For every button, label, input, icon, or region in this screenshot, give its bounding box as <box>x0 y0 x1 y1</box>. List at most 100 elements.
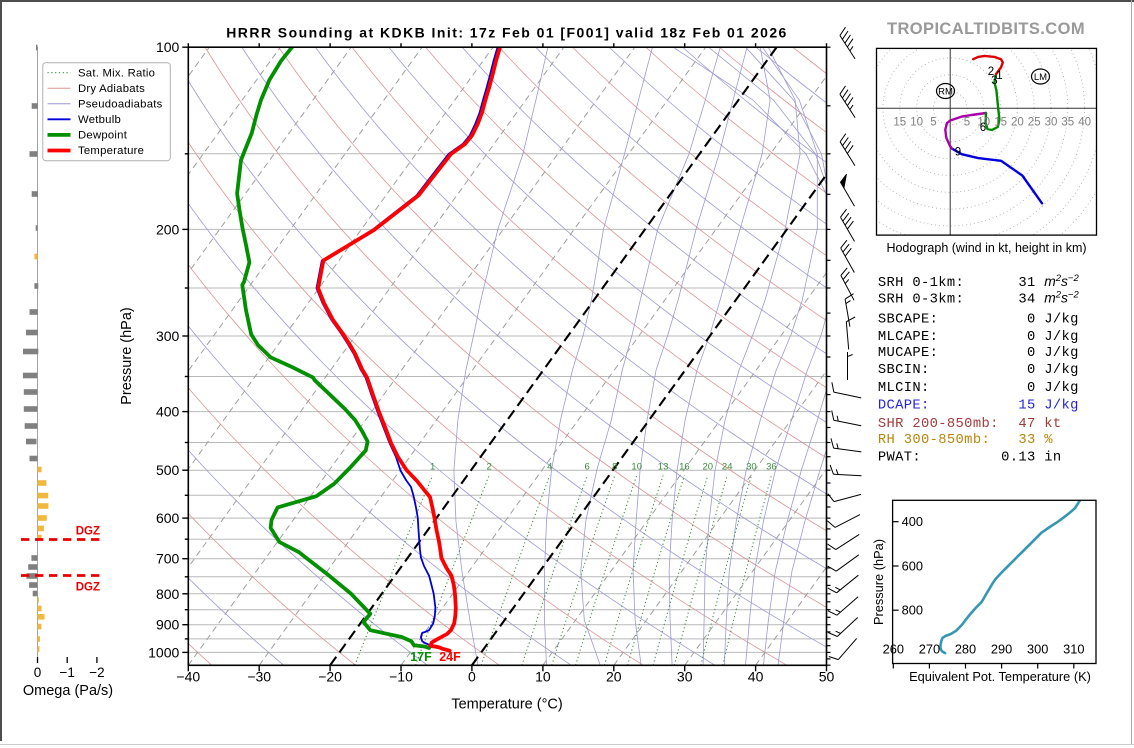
svg-text:PWAT:: PWAT: <box>878 451 921 466</box>
svg-text:260: 260 <box>883 642 904 657</box>
svg-text:−2: −2 <box>89 665 104 680</box>
svg-text:9: 9 <box>955 147 961 159</box>
svg-text:0: 0 <box>468 669 476 685</box>
svg-text:200: 200 <box>156 221 180 237</box>
svg-text:4: 4 <box>547 461 552 472</box>
svg-text:Pressure (hPa): Pressure (hPa) <box>119 307 135 405</box>
svg-text:DCAPE:: DCAPE: <box>878 399 930 414</box>
svg-text:10: 10 <box>631 461 642 472</box>
svg-text:15: 15 <box>994 117 1007 129</box>
svg-text:Pressure (hPa): Pressure (hPa) <box>871 539 886 625</box>
svg-text:6: 6 <box>585 461 590 472</box>
svg-text:0: 0 <box>1027 363 1036 378</box>
svg-text:600: 600 <box>156 510 180 526</box>
svg-text:Omega (Pa/s): Omega (Pa/s) <box>23 683 113 699</box>
svg-text:LM: LM <box>1034 72 1047 83</box>
svg-text:35: 35 <box>1061 117 1074 129</box>
svg-text:290: 290 <box>991 642 1012 657</box>
svg-text:−20: −20 <box>318 669 342 685</box>
svg-text:Temperature (°C): Temperature (°C) <box>451 697 562 713</box>
svg-text:47: 47 <box>1018 417 1035 432</box>
svg-text:Temperature: Temperature <box>78 145 144 157</box>
svg-text:J/kg: J/kg <box>1044 345 1079 361</box>
svg-text:J/kg: J/kg <box>1044 380 1079 396</box>
svg-text:1: 1 <box>996 70 1002 82</box>
svg-text:J/kg: J/kg <box>1044 362 1079 378</box>
svg-text:400: 400 <box>902 514 923 529</box>
svg-text:600: 600 <box>902 559 923 574</box>
svg-text:Equivalent Pot. Temperature (K: Equivalent Pot. Temperature (K) <box>909 669 1091 684</box>
svg-text:−10: −10 <box>389 669 413 685</box>
svg-text:MLCAPE:: MLCAPE: <box>878 330 938 345</box>
svg-text:15: 15 <box>1018 399 1035 414</box>
svg-text:500: 500 <box>156 462 180 478</box>
svg-text:%: % <box>1044 433 1053 448</box>
svg-text:0: 0 <box>1027 330 1036 345</box>
svg-text:280: 280 <box>955 642 976 657</box>
svg-text:RH 300-850mb:: RH 300-850mb: <box>878 432 990 448</box>
svg-text:30: 30 <box>677 669 693 685</box>
svg-text:10: 10 <box>910 117 923 129</box>
svg-text:10: 10 <box>535 669 551 685</box>
svg-text:Dewpoint: Dewpoint <box>78 130 128 142</box>
svg-text:SHR 200-850mb:: SHR 200-850mb: <box>878 416 999 432</box>
svg-text:20: 20 <box>703 461 714 472</box>
svg-text:8: 8 <box>612 461 617 472</box>
svg-text:700: 700 <box>156 551 180 567</box>
svg-text:20: 20 <box>606 669 622 685</box>
svg-text:in: in <box>1044 450 1061 466</box>
svg-text:20: 20 <box>1011 117 1024 129</box>
svg-text:MUCAPE:: MUCAPE: <box>878 346 938 361</box>
svg-text:DGZ: DGZ <box>76 526 100 538</box>
svg-text:40: 40 <box>748 669 764 685</box>
svg-text:−40: −40 <box>176 669 200 685</box>
svg-text:100: 100 <box>156 39 180 55</box>
svg-text:30: 30 <box>1045 117 1058 129</box>
svg-text:J/kg: J/kg <box>1044 311 1079 327</box>
svg-text:34: 34 <box>1018 293 1035 308</box>
svg-text:10: 10 <box>977 117 990 129</box>
svg-text:3: 3 <box>991 75 997 87</box>
svg-text:kt: kt <box>1044 416 1061 432</box>
svg-text:SBCIN:: SBCIN: <box>878 363 930 378</box>
svg-text:36: 36 <box>766 461 777 472</box>
svg-text:900: 900 <box>156 617 180 633</box>
svg-text:RM: RM <box>938 87 953 98</box>
svg-text:25: 25 <box>1028 117 1041 129</box>
svg-text:−30: −30 <box>247 669 271 685</box>
svg-text:17F: 17F <box>410 650 432 664</box>
svg-text:SRH 0-1km:: SRH 0-1km: <box>878 275 964 291</box>
svg-text:DGZ: DGZ <box>76 582 100 594</box>
svg-text:J/kg: J/kg <box>1044 329 1079 345</box>
svg-text:1000: 1000 <box>148 644 179 660</box>
svg-text:TROPICALTIDBITS.COM: TROPICALTIDBITS.COM <box>887 20 1085 38</box>
svg-text:0: 0 <box>34 665 42 680</box>
svg-text:0: 0 <box>1027 381 1036 396</box>
svg-text:13: 13 <box>658 461 669 472</box>
svg-text:40: 40 <box>1078 117 1091 129</box>
svg-text:SBCAPE:: SBCAPE: <box>878 312 938 327</box>
svg-text:HRRR Sounding at KDKB Init: 17: HRRR Sounding at KDKB Init: 17z Feb 01 [… <box>226 25 788 41</box>
svg-text:0.13: 0.13 <box>1001 451 1036 466</box>
svg-text:800: 800 <box>902 603 923 618</box>
svg-text:1: 1 <box>430 461 435 472</box>
svg-text:800: 800 <box>156 586 180 602</box>
svg-text:31: 31 <box>1018 276 1035 291</box>
svg-text:24F: 24F <box>439 650 461 664</box>
svg-text:300: 300 <box>156 328 180 344</box>
svg-text:Pseudoadiabats: Pseudoadiabats <box>78 98 163 110</box>
svg-text:5: 5 <box>930 117 936 129</box>
svg-text:300: 300 <box>1027 642 1048 657</box>
svg-text:J/kg: J/kg <box>1044 398 1079 414</box>
svg-text:Wetbulb: Wetbulb <box>78 114 121 126</box>
svg-text:15: 15 <box>893 117 906 129</box>
svg-text:310: 310 <box>1063 642 1084 657</box>
svg-text:MLCIN:: MLCIN: <box>878 381 930 396</box>
svg-text:Dry Adiabats: Dry Adiabats <box>78 83 145 95</box>
svg-text:0: 0 <box>1027 312 1036 327</box>
svg-text:24: 24 <box>722 461 733 472</box>
svg-text:Hodograph (wind in kt, height: Hodograph (wind in kt, height in km) <box>886 241 1086 255</box>
svg-text:Sat. Mix. Ratio: Sat. Mix. Ratio <box>78 67 155 79</box>
svg-text:5: 5 <box>964 117 970 129</box>
svg-text:SRH 0-3km:: SRH 0-3km: <box>878 292 964 308</box>
